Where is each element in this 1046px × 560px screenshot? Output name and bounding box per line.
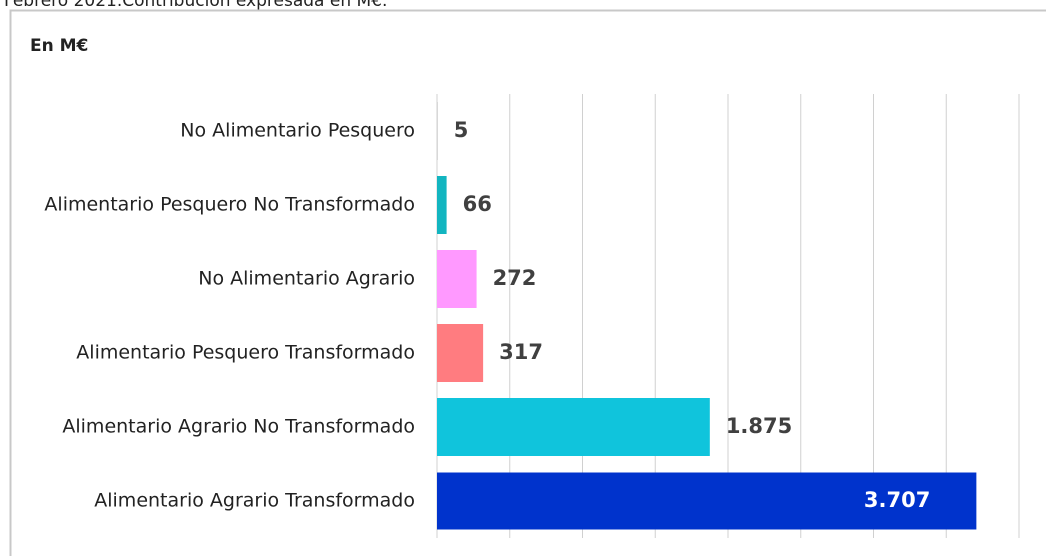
bar [437, 102, 438, 160]
chart-title: En M€ [30, 36, 88, 56]
bar [437, 398, 710, 456]
y-tick-label: Alimentario Pesquero Transformado [76, 342, 415, 364]
y-tick-label: No Alimentario Pesquero [180, 120, 415, 142]
bar [437, 324, 483, 382]
data-label: 1.875 [726, 414, 792, 438]
caption: Febrero 2021.Contribución expresada en M… [4, 0, 387, 11]
data-label: 3.707 [864, 488, 930, 512]
y-tick-label: Alimentario Agrario Transformado [94, 490, 415, 512]
bar [437, 176, 447, 234]
y-tick-label: Alimentario Agrario No Transformado [62, 416, 415, 438]
data-label: 66 [463, 192, 492, 216]
bar [437, 250, 477, 308]
y-tick-label: No Alimentario Agrario [198, 268, 415, 290]
data-label: 317 [499, 340, 543, 364]
data-label: 272 [493, 266, 537, 290]
data-label: 5 [454, 118, 469, 142]
y-tick-label: Alimentario Pesquero No Transformado [44, 194, 415, 216]
